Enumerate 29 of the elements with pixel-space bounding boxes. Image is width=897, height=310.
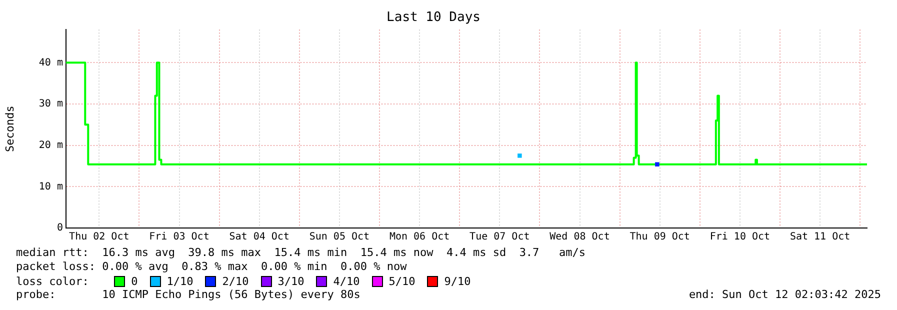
y-tick-label: 0	[56, 222, 63, 234]
legend-label: 3/10	[278, 274, 304, 288]
text: probe: 10 ICMP Echo Pings (56 Bytes) every 80s	[16, 288, 360, 302]
text: median rtt: 16.3 ms avg 39.8 ms max 15.4 ms min 15.4 ms now 4.4 ms sd 3.7 am/s	[16, 246, 587, 260]
legend-label: 1/10	[166, 274, 194, 288]
x-tick-label: Thu 09 Oct	[630, 232, 690, 243]
x-tick-label: Fri 03 Oct	[149, 232, 210, 243]
y-tick-label: 40 m	[38, 57, 63, 68]
y-axis-title: Seconds	[3, 106, 16, 152]
x-tick-label: Tue 07 Oct	[470, 232, 530, 243]
x-tick-label: Sat 04 Oct	[229, 232, 290, 243]
x-tick-label: Wed 08 Oct	[550, 232, 610, 243]
text: packet loss: 0.00 % avg 0.83 % max 0.00 % min 0.00 % now	[16, 260, 408, 274]
y-tick-label: 20 m	[38, 140, 63, 151]
y-tick-label: 30 m	[38, 98, 63, 110]
x-tick-label: Sun 05 Oct	[309, 232, 370, 243]
legend-label: 4/10	[333, 274, 360, 288]
text: end: Sun Oct 12 02:03:42 2025	[688, 288, 881, 302]
legend-title: loss color:	[16, 274, 90, 288]
x-tick-label: Thu 02 Oct	[69, 232, 130, 243]
legend-label: 5/10	[388, 274, 416, 288]
x-tick-label: Fri 10 Oct	[710, 232, 770, 243]
legend-label: 9/10	[444, 274, 471, 288]
legend-label: 2/10	[222, 274, 249, 288]
y-tick-label: 10 m	[38, 181, 63, 192]
x-tick-label: Mon 06 Oct	[389, 232, 450, 243]
x-tick-label: Sat 11 Oct	[790, 232, 850, 243]
legend-label: 0	[131, 274, 138, 288]
chart-title: Last 10 Days	[386, 10, 480, 26]
